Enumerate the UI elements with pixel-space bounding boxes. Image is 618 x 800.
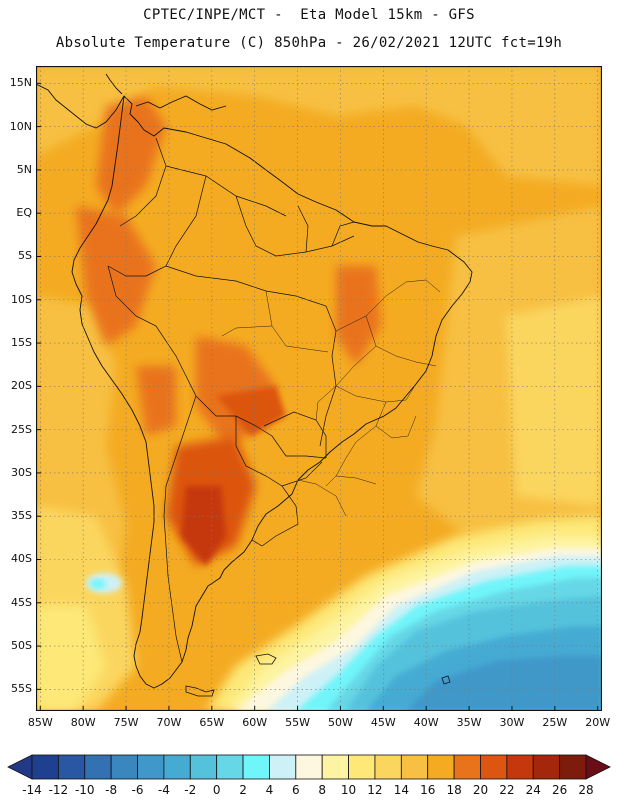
lon-tick-label: 20W bbox=[585, 716, 611, 729]
colorbar-swatch bbox=[84, 754, 112, 780]
colorbar-swatch bbox=[163, 754, 191, 780]
lon-tick-label: 70W bbox=[156, 716, 182, 729]
central-america-coast bbox=[36, 73, 227, 129]
map-canvas bbox=[36, 66, 602, 711]
lon-tick-label: 85W bbox=[27, 716, 53, 729]
colorbar-tick-label: 28 bbox=[578, 783, 594, 797]
colorbar-tick-label: 14 bbox=[393, 783, 409, 797]
lon-tick-label: 45W bbox=[370, 716, 396, 729]
colorbar-tick-label: 16 bbox=[420, 783, 436, 797]
colorbar-swatch bbox=[480, 754, 508, 780]
colorbar-swatch bbox=[269, 754, 297, 780]
temperature-map bbox=[36, 66, 602, 711]
map-title: CPTEC/INPE/MCT - Eta Model 15km - GFS bbox=[143, 7, 475, 23]
lat-tick-label: 25S bbox=[11, 422, 32, 436]
temperature-field bbox=[36, 66, 602, 711]
colorbar-tick-label: -8 bbox=[105, 783, 118, 797]
colorbar-swatch bbox=[110, 754, 138, 780]
colorbar-swatch bbox=[374, 754, 402, 780]
colorbar-swatch bbox=[348, 754, 376, 780]
colorbar-swatch bbox=[453, 754, 481, 780]
colorbar-swatch bbox=[295, 754, 323, 780]
lon-tick-label: 65W bbox=[199, 716, 225, 729]
colorbar-swatch bbox=[532, 754, 561, 780]
lon-tick-label: 35W bbox=[456, 716, 482, 729]
lon-tick-label: 40W bbox=[413, 716, 439, 729]
colorbar-tick-label: -6 bbox=[131, 783, 144, 797]
colorbar-tick-label: -10 bbox=[74, 783, 95, 797]
state-borders bbox=[221, 279, 441, 517]
colorbar bbox=[7, 754, 611, 780]
colorbar-swatch bbox=[31, 754, 59, 780]
lat-tick-label: 35S bbox=[11, 509, 32, 523]
country-borders bbox=[107, 137, 355, 663]
lat-tick-label: 40S bbox=[11, 552, 32, 566]
islands bbox=[185, 653, 451, 697]
lat-tick-label: 5N bbox=[16, 162, 32, 176]
lon-tick-label: 60W bbox=[242, 716, 268, 729]
lat-tick-label: EQ bbox=[16, 206, 32, 220]
colorbar-tick-label: 12 bbox=[367, 783, 383, 797]
colorbar-tick-label: 18 bbox=[446, 783, 462, 797]
lat-tick-label: 5S bbox=[18, 249, 32, 263]
colorbar-swatch bbox=[559, 754, 587, 780]
colorbar-swatch bbox=[57, 754, 86, 780]
colorbar-tick-label: 8 bbox=[318, 783, 326, 797]
colorbar-tick-label: -4 bbox=[157, 783, 170, 797]
lon-tick-label: 75W bbox=[113, 716, 139, 729]
lat-tick-label: 20S bbox=[11, 379, 32, 393]
lat-tick-label: 55S bbox=[11, 682, 32, 696]
colorbar-swatch bbox=[189, 754, 218, 780]
lon-tick-label: 25W bbox=[542, 716, 568, 729]
colorbar-tick-label: 22 bbox=[499, 783, 515, 797]
map-frame bbox=[36, 66, 602, 711]
lat-tick-label: 50S bbox=[11, 639, 32, 653]
lat-tick-label: 15N bbox=[9, 76, 32, 90]
lon-tick-label: 80W bbox=[70, 716, 96, 729]
colorbar-tick-label: -2 bbox=[184, 783, 197, 797]
colorbar-over-arrow bbox=[585, 754, 611, 780]
lat-tick-label: 10S bbox=[11, 292, 32, 306]
colorbar-tick-label: 26 bbox=[551, 783, 568, 797]
colorbar-tick-label: 4 bbox=[265, 783, 274, 797]
colorbar-tick-label: 10 bbox=[340, 783, 357, 797]
colorbar-swatch bbox=[506, 754, 534, 780]
colorbar-tick-label: -12 bbox=[48, 783, 69, 797]
lat-tick-label: 45S bbox=[11, 595, 32, 609]
colorbar-tick-label: -14 bbox=[22, 783, 42, 797]
colorbar-swatch bbox=[427, 754, 455, 780]
colorbar-swatch bbox=[400, 754, 429, 780]
colorbar-swatch bbox=[216, 754, 244, 780]
colorbar-tick-label: 24 bbox=[525, 783, 541, 797]
colorbar-tick-label: 6 bbox=[291, 783, 300, 797]
colorbar-swatch bbox=[137, 754, 165, 780]
lon-tick-label: 55W bbox=[285, 716, 310, 729]
colorbar-tick-label: 20 bbox=[472, 783, 489, 797]
lon-tick-label: 50W bbox=[328, 716, 353, 729]
lat-tick-label: 30S bbox=[11, 465, 32, 479]
colorbar-under-arrow bbox=[7, 754, 33, 780]
lat-tick-label: 10N bbox=[9, 119, 32, 133]
map-subtitle: Absolute Temperature (C) 850hPa - 26/02/… bbox=[55, 35, 563, 51]
coastline bbox=[71, 95, 473, 689]
lat-tick-label: 15S bbox=[11, 336, 32, 350]
lon-tick-label: 30W bbox=[499, 716, 525, 729]
colorbar-tick-label: 2 bbox=[239, 783, 247, 797]
colorbar-swatch bbox=[321, 754, 349, 780]
colorbar-swatch bbox=[242, 754, 270, 780]
colorbar-tick-label: 0 bbox=[212, 783, 221, 797]
